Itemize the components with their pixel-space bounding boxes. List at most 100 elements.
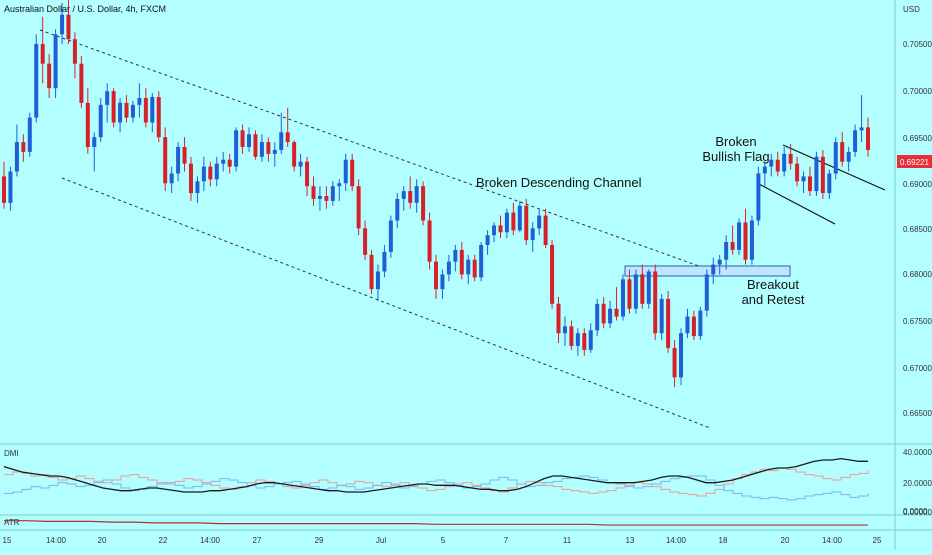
candle[interactable] [769, 153, 774, 177]
candle[interactable] [653, 264, 658, 341]
candle[interactable] [92, 132, 97, 172]
candle[interactable] [492, 222, 497, 243]
candle[interactable] [350, 153, 355, 192]
flag-lower-line[interactable] [756, 182, 836, 225]
candle[interactable] [66, 0, 71, 45]
candle[interactable] [130, 100, 135, 123]
candle[interactable] [698, 306, 703, 341]
candle[interactable] [472, 254, 477, 282]
candle[interactable] [195, 176, 200, 203]
candle[interactable] [208, 161, 213, 187]
candle[interactable] [259, 134, 264, 162]
price-axis[interactable]: 0.70500 0.70000 0.69500 0.69000 0.68500 … [903, 40, 932, 418]
candle[interactable] [427, 212, 432, 270]
candle[interactable] [543, 208, 548, 248]
candle[interactable] [756, 166, 761, 226]
candle[interactable] [550, 240, 555, 309]
candle[interactable] [859, 95, 864, 143]
candle[interactable] [118, 98, 123, 133]
candle[interactable] [227, 153, 232, 174]
candle[interactable] [324, 186, 329, 209]
candle[interactable] [827, 169, 832, 199]
candle[interactable] [47, 53, 52, 98]
candle[interactable] [214, 156, 219, 187]
candle[interactable] [34, 34, 39, 123]
candle[interactable] [711, 257, 716, 285]
candle[interactable] [375, 264, 380, 301]
candle[interactable] [21, 134, 26, 162]
candle[interactable] [485, 230, 490, 255]
candle[interactable] [188, 156, 193, 201]
candle[interactable] [124, 95, 129, 123]
candle[interactable] [311, 176, 316, 206]
candle[interactable] [833, 137, 838, 180]
candle[interactable] [614, 287, 619, 321]
candle[interactable] [562, 316, 567, 346]
candle[interactable] [401, 186, 406, 211]
candle[interactable] [704, 269, 709, 317]
candle[interactable] [530, 222, 535, 252]
candle[interactable] [221, 151, 226, 172]
candle[interactable] [395, 193, 400, 229]
candle[interactable] [434, 254, 438, 299]
candle[interactable] [305, 156, 310, 196]
candle[interactable] [679, 328, 684, 386]
candle[interactable] [846, 147, 851, 172]
candle[interactable] [588, 323, 593, 353]
candle[interactable] [524, 198, 529, 245]
candle[interactable] [807, 166, 812, 196]
candle[interactable] [633, 269, 638, 314]
candle[interactable] [169, 166, 174, 194]
candle[interactable] [440, 269, 445, 299]
candle[interactable] [85, 88, 90, 154]
candle[interactable] [369, 249, 374, 294]
candle[interactable] [40, 16, 45, 84]
candle[interactable] [363, 220, 368, 260]
candle[interactable] [691, 310, 696, 341]
candle[interactable] [730, 225, 735, 255]
candle[interactable] [163, 127, 168, 192]
candle[interactable] [150, 93, 155, 133]
time-axis[interactable]: 15 14:00 20 22 14:00 27 29 Jul 5 7 11 13… [3, 536, 882, 545]
candle[interactable] [511, 202, 516, 236]
candle[interactable] [749, 215, 754, 265]
channel-upper-line[interactable] [39, 29, 711, 271]
candle[interactable] [795, 156, 800, 187]
candle[interactable] [330, 181, 335, 206]
candle[interactable] [479, 242, 484, 282]
candle[interactable] [762, 161, 767, 187]
candle[interactable] [421, 181, 426, 226]
candle[interactable] [446, 254, 451, 282]
candle[interactable] [176, 142, 181, 182]
candle[interactable] [388, 215, 393, 258]
candle[interactable] [640, 264, 645, 309]
candle[interactable] [627, 269, 632, 314]
candle[interactable] [240, 124, 245, 154]
candle[interactable] [575, 328, 580, 356]
channel-lower-line[interactable] [61, 177, 711, 429]
candle[interactable] [724, 235, 729, 270]
candle[interactable] [737, 218, 742, 255]
candle[interactable] [111, 88, 116, 128]
candle[interactable] [105, 83, 110, 123]
candle[interactable] [266, 137, 271, 162]
candles-layer[interactable] [2, 0, 870, 388]
candle[interactable] [72, 32, 77, 79]
candle[interactable] [866, 117, 870, 157]
candle[interactable] [285, 107, 290, 147]
candle[interactable] [98, 98, 103, 143]
candle[interactable] [608, 300, 613, 329]
candle[interactable] [279, 112, 284, 154]
candle[interactable] [234, 127, 239, 172]
candle[interactable] [717, 254, 722, 275]
candle[interactable] [672, 340, 677, 388]
candle[interactable] [414, 179, 419, 213]
candle[interactable] [556, 296, 561, 343]
candle[interactable] [253, 130, 258, 160]
candle[interactable] [459, 242, 464, 280]
candle[interactable] [466, 254, 471, 285]
candle[interactable] [298, 153, 303, 177]
candle[interactable] [182, 137, 187, 172]
